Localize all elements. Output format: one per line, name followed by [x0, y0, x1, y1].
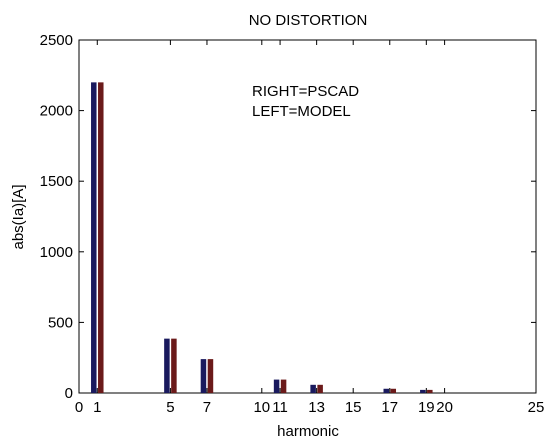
x-tick-label: 20 [436, 399, 453, 416]
bar-model-h19 [420, 389, 426, 393]
x-tick-label: 0 [75, 399, 83, 416]
x-tick-label: 10 [253, 399, 270, 416]
plot-frame [78, 39, 537, 394]
annotation-text: LEFT=MODEL [252, 103, 351, 120]
y-tick-label: 2000 [40, 103, 73, 120]
bar-model-h5 [164, 338, 170, 393]
x-tick-label: 17 [381, 399, 398, 416]
annotation-text: RIGHT=PSCAD [252, 83, 359, 100]
y-tick-label: 1500 [40, 173, 73, 190]
bar-model-h7 [200, 359, 207, 393]
x-axis-ticks: 0 1 5 7 10 11 13 15 17 19 20 25 [75, 40, 545, 416]
annotations: RIGHT=PSCAD LEFT=MODEL [252, 83, 359, 120]
bar-pscad-h7 [207, 359, 214, 393]
bar-pscad-h13 [317, 384, 323, 393]
y-axis-label: abs(Ia)[A] [10, 184, 27, 249]
bars-group [91, 82, 433, 394]
x-tick-label: 13 [308, 399, 325, 416]
bar-model-h17 [383, 388, 390, 393]
x-tick-label: 11 [272, 399, 288, 416]
bar-model-h13 [310, 384, 316, 393]
bar-pscad-h11 [280, 379, 287, 393]
x-tick-label: 19 [418, 399, 435, 416]
bar-pscad-h5 [171, 338, 177, 393]
x-tick-label: 7 [203, 399, 211, 416]
y-tick-label: 500 [48, 314, 73, 331]
chart-title: NO DISTORTION [249, 12, 368, 29]
y-tick-label: 2500 [40, 32, 73, 49]
bar-model-h11 [273, 379, 280, 393]
x-tick-label: 15 [345, 399, 362, 416]
x-axis-label: harmonic [277, 423, 339, 440]
bar-pscad-h17 [390, 388, 397, 393]
bar-pscad-h1 [98, 82, 104, 394]
x-tick-label: 1 [93, 399, 101, 416]
x-tick-label: 25 [528, 399, 545, 416]
bar-model-h1 [91, 82, 97, 394]
plot-area: 0 1 5 7 10 11 13 15 17 19 20 25 0500100015002000250… [40, 32, 545, 416]
y-tick-label: 0 [65, 385, 73, 402]
y-tick-label: 1000 [40, 244, 73, 261]
y-axis-ticks: 0 500 1000 1500 2000 2500 [40, 32, 536, 402]
x-tick-label: 5 [166, 399, 174, 416]
bar-pscad-h19 [427, 389, 433, 393]
